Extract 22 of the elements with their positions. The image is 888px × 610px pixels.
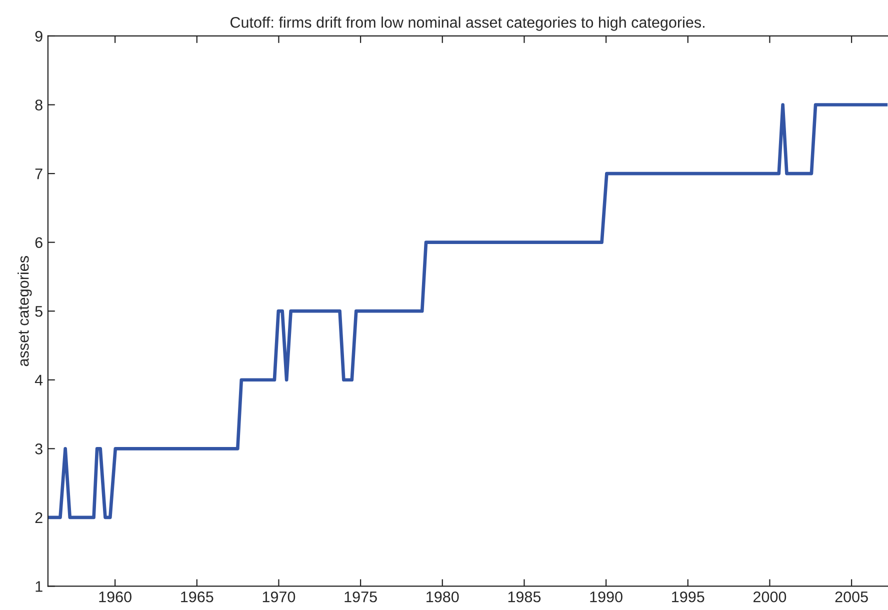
y-axis-title: asset categories (18, 256, 32, 366)
y-tick-label: 8 (35, 100, 42, 110)
x-tick-label: 1970 (262, 591, 296, 602)
line-series (48, 103, 888, 520)
x-tick-label: 1965 (181, 591, 214, 602)
x-tick-label: 1980 (426, 591, 459, 602)
chart-title: Cutoff: firms drift from low nominal asset categories to high categories. (230, 16, 704, 31)
y-tick-label: 5 (35, 306, 42, 317)
x-tick-label: 2005 (835, 591, 868, 602)
y-tick-label: 4 (34, 374, 43, 386)
x-tick-label: 2000 (753, 591, 786, 602)
y-tick-label: 2 (35, 512, 42, 523)
x-tick-label: 1960 (99, 591, 132, 602)
y-tick-label: 6 (35, 237, 42, 248)
x-tick-label: 1975 (344, 591, 377, 602)
y-tick-label: 1 (36, 581, 42, 592)
x-tick-label: 1985 (508, 591, 541, 602)
x-tick-label: 1995 (672, 591, 704, 602)
y-tick-label: 9 (35, 30, 42, 42)
x-tick-label: 1990 (590, 591, 622, 602)
y-tick-label: 7 (35, 168, 42, 180)
y-tick-label: 3 (35, 444, 42, 454)
